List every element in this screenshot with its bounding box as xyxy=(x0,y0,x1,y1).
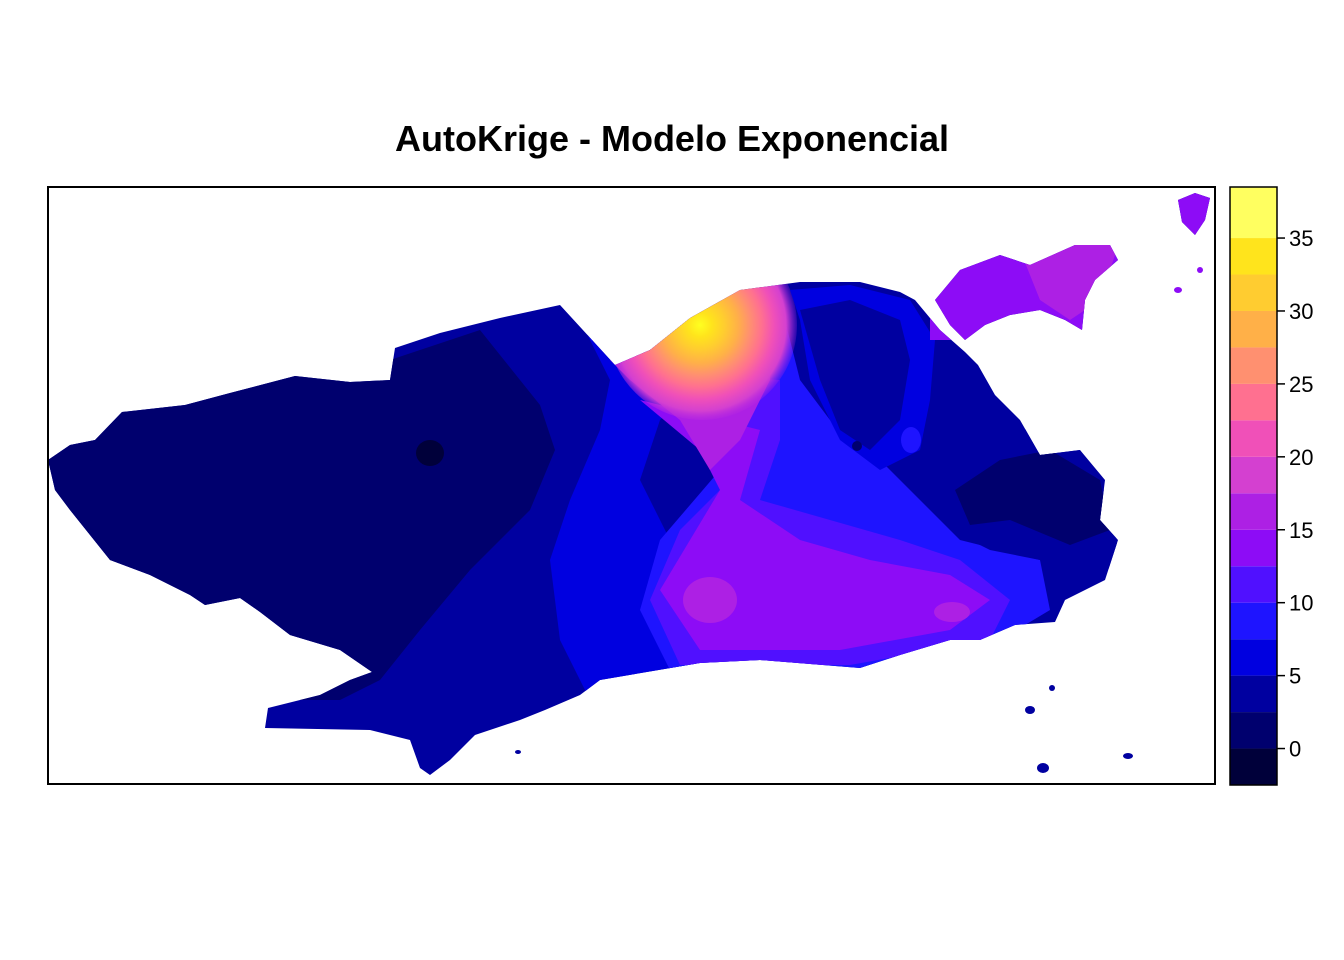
colorbar-tick-label: 35 xyxy=(1289,226,1313,251)
colorbar-band xyxy=(1230,310,1277,348)
colorbar-band xyxy=(1230,347,1277,384)
colorbar-tick-label: 15 xyxy=(1289,518,1313,543)
contour-fill xyxy=(48,193,1210,775)
plot-title: AutoKrige - Modelo Exponencial xyxy=(394,118,950,159)
colorbar-band xyxy=(1230,420,1277,457)
colorbar-band xyxy=(1230,187,1277,239)
colorbar-tick-label: 0 xyxy=(1289,737,1301,762)
islands xyxy=(515,267,1203,773)
colorbar-band xyxy=(1230,748,1277,785)
colorbar-band xyxy=(1230,274,1277,311)
colorbar: 0 5 10 15 20 25 30 35 xyxy=(1229,186,1313,786)
colorbar-tick-label: 20 xyxy=(1289,445,1313,470)
colorbar-band xyxy=(1230,456,1277,494)
colorbar-frame xyxy=(1229,186,1278,786)
colorbar-tick-label: 25 xyxy=(1289,372,1313,397)
colorbar-band xyxy=(1230,712,1277,749)
colorbar-band xyxy=(1230,639,1277,676)
colorbar-band xyxy=(1230,238,1277,275)
colorbar-band xyxy=(1230,675,1277,713)
colorbar-band xyxy=(1230,566,1277,603)
colorbar-band xyxy=(1230,602,1277,640)
colorbar-band xyxy=(1230,383,1277,421)
colorbar-tick-label: 10 xyxy=(1289,591,1313,616)
colorbar-band xyxy=(1230,493,1277,530)
colorbar-tick-label: 30 xyxy=(1289,299,1313,324)
colorbar-band xyxy=(1230,529,1277,567)
plot-frame xyxy=(47,186,1216,785)
colorbar-tick-label: 5 xyxy=(1289,664,1301,689)
